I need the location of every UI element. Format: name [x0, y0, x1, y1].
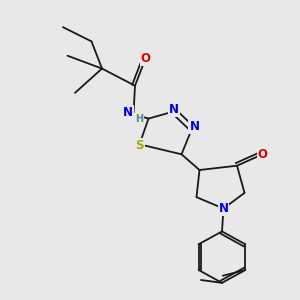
Text: N: N: [123, 106, 133, 119]
Text: N: N: [189, 120, 200, 133]
Text: N: N: [218, 202, 229, 215]
Text: N: N: [169, 103, 179, 116]
Text: H: H: [135, 114, 143, 124]
Text: O: O: [140, 52, 151, 65]
Text: S: S: [135, 139, 144, 152]
Text: O: O: [257, 148, 268, 161]
